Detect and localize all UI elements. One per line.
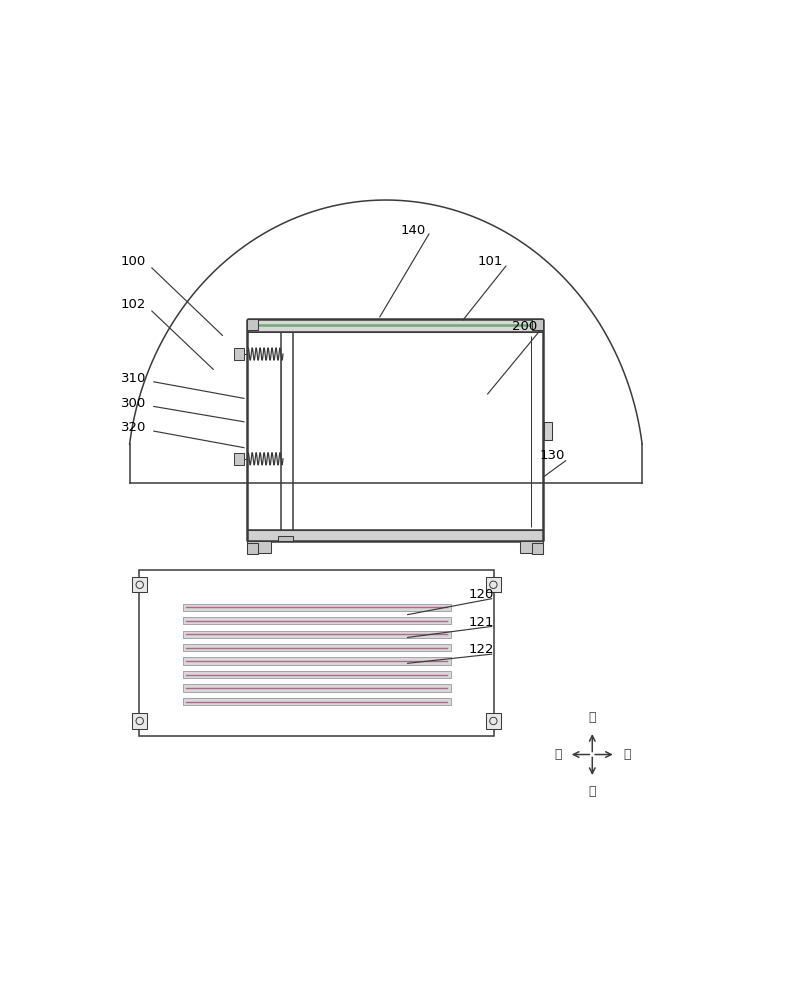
Bar [183,617,451,624]
Text: 121: 121 [468,616,494,629]
Bar [486,577,501,592]
Bar [132,713,147,729]
Text: 310: 310 [121,372,146,385]
Bar [139,570,494,736]
Bar [520,541,543,553]
Text: 122: 122 [468,643,494,656]
Bar [183,671,451,678]
Text: 120: 120 [469,588,494,601]
Bar [183,698,451,705]
Bar [532,319,543,330]
Bar [183,684,451,692]
Text: 右: 右 [623,748,630,761]
Text: 140: 140 [401,224,426,237]
Text: 下: 下 [588,785,596,798]
Bar [545,422,553,440]
Bar [235,453,244,465]
Text: 100: 100 [121,255,146,268]
Bar [183,631,451,638]
Bar [183,644,451,651]
Text: 130: 130 [540,449,565,462]
Bar [247,541,270,553]
Text: 上: 上 [588,711,596,724]
Text: 101: 101 [478,255,503,268]
Bar [247,319,543,332]
Bar [247,319,258,330]
Text: 300: 300 [121,397,146,410]
Text: 200: 200 [512,320,537,333]
Bar [532,543,543,554]
Bar [247,543,258,554]
Bar [132,577,147,592]
Text: 102: 102 [121,298,146,311]
Text: 左: 左 [554,748,561,761]
Bar [278,536,293,541]
Bar [486,713,501,729]
Bar [183,604,451,611]
Text: 320: 320 [121,421,146,434]
Bar [183,657,451,665]
Bar [235,348,244,360]
Bar [247,530,543,541]
